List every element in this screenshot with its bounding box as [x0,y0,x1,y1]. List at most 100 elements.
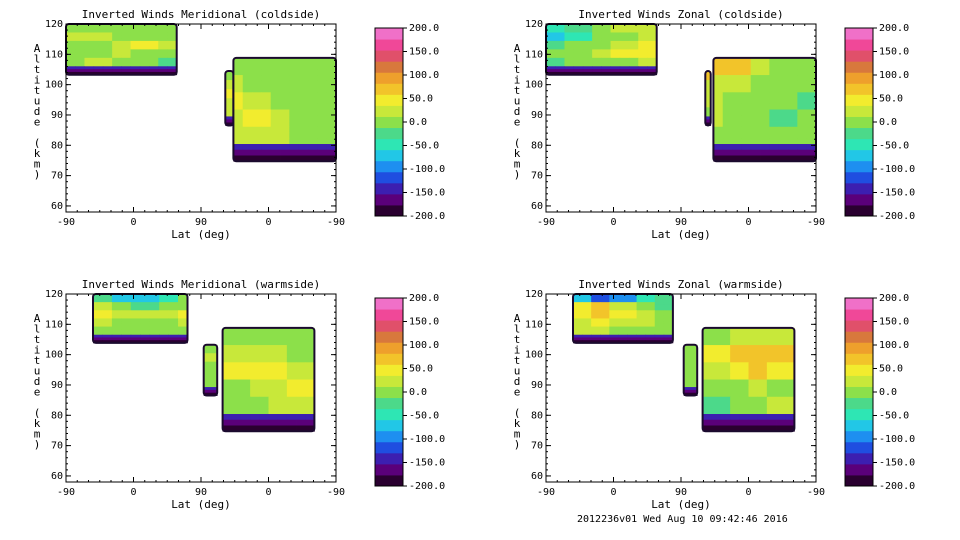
heat-cell [619,46,630,50]
heat-cell [600,334,610,338]
y-axis-label-char: l [34,53,41,66]
heat-cell [178,315,188,319]
heat-cell [178,307,188,311]
heat-cell [308,57,318,64]
heat-cell [225,77,234,81]
heat-cell [225,110,234,114]
heat-cell [121,60,131,64]
heat-cell [730,356,740,363]
heat-cell [225,104,234,108]
heat-cell [702,350,713,357]
heat-cell [298,132,309,139]
heat-cell [638,71,648,76]
colorbar-label: 50.0 [409,364,433,375]
heat-cell [769,132,780,139]
heat-cell [757,408,768,415]
heat-cell [296,425,306,432]
heat-cell [663,318,674,322]
heat-cell [102,329,113,333]
heat-cell [203,350,218,354]
heat-cell [261,144,272,151]
heat-cell [233,126,244,133]
heat-cell [619,43,630,47]
heat-cell [305,396,315,403]
heat-cell [286,373,297,380]
heat-cell [252,103,262,110]
heat-cell [280,138,290,145]
heat-cell [140,315,151,319]
heat-cell [582,294,592,298]
heat-cell [231,368,242,375]
heat-cell [766,379,777,386]
heat-cell [788,69,798,76]
heat-cell [139,66,150,70]
heat-cell [806,109,817,116]
panel-title: Inverted Winds Zonal (coldside) [578,8,783,21]
heat-cell [231,402,242,409]
heat-cell [250,391,260,398]
heat-cell [722,144,733,151]
heat-cell [683,384,698,388]
heat-cell [178,302,188,306]
heat-cell [806,75,817,82]
heat-cell [555,60,565,64]
heat-cell [788,98,798,105]
heat-cell [305,414,315,421]
heat-cell [582,310,592,314]
heat-cell [93,49,104,53]
heat-cell [252,69,262,76]
heat-cell [158,57,168,62]
heat-cell [663,321,674,325]
heat-cell [610,57,621,62]
heat-cell [592,24,602,28]
heat-cell [130,24,141,28]
heat-cell [286,408,297,415]
y-tick-label: 80 [51,140,63,151]
heat-cell [776,396,786,403]
heat-cell [270,98,281,105]
y-tick-label: 60 [51,471,63,482]
heat-cell [250,339,260,346]
heat-cell [683,389,698,394]
heat-cell [750,144,761,151]
heat-cell [159,329,169,333]
y-axis-label-char: d [514,375,521,388]
heat-cell [645,307,656,311]
heat-cell [84,24,95,28]
heat-cell [546,35,556,39]
heat-cell [760,149,770,156]
heat-cell [289,57,300,64]
heat-cell [231,350,242,357]
heat-cell [280,132,290,139]
heat-cell [270,69,281,76]
heat-cell [573,315,583,319]
heat-cell [732,80,742,87]
heat-cell [618,304,628,308]
heat-cell [722,63,733,70]
x-tick-label: 0 [265,217,271,228]
heat-cell [233,103,244,110]
heat-cell [168,296,179,300]
heat-cell [149,49,159,53]
heat-cell [298,98,309,105]
heat-cell [702,419,713,426]
heat-cell [203,375,218,379]
heat-cell [149,57,159,62]
heat-cell [627,315,637,319]
heat-cell [797,132,808,139]
heat-cell [610,60,621,64]
heat-cell [573,66,584,70]
heat-cell [582,46,593,50]
heat-cell [270,103,281,110]
heat-cell [167,46,178,50]
heat-cell [102,24,113,28]
heat-cell [317,57,328,64]
heat-cell [785,339,795,346]
heat-cell [233,69,244,76]
heat-cell [705,110,712,114]
heat-cell [326,126,337,133]
y-axis-label-char: t [514,84,521,97]
heat-cell [233,109,244,116]
region-outline [202,343,219,397]
heat-cell [140,318,151,322]
